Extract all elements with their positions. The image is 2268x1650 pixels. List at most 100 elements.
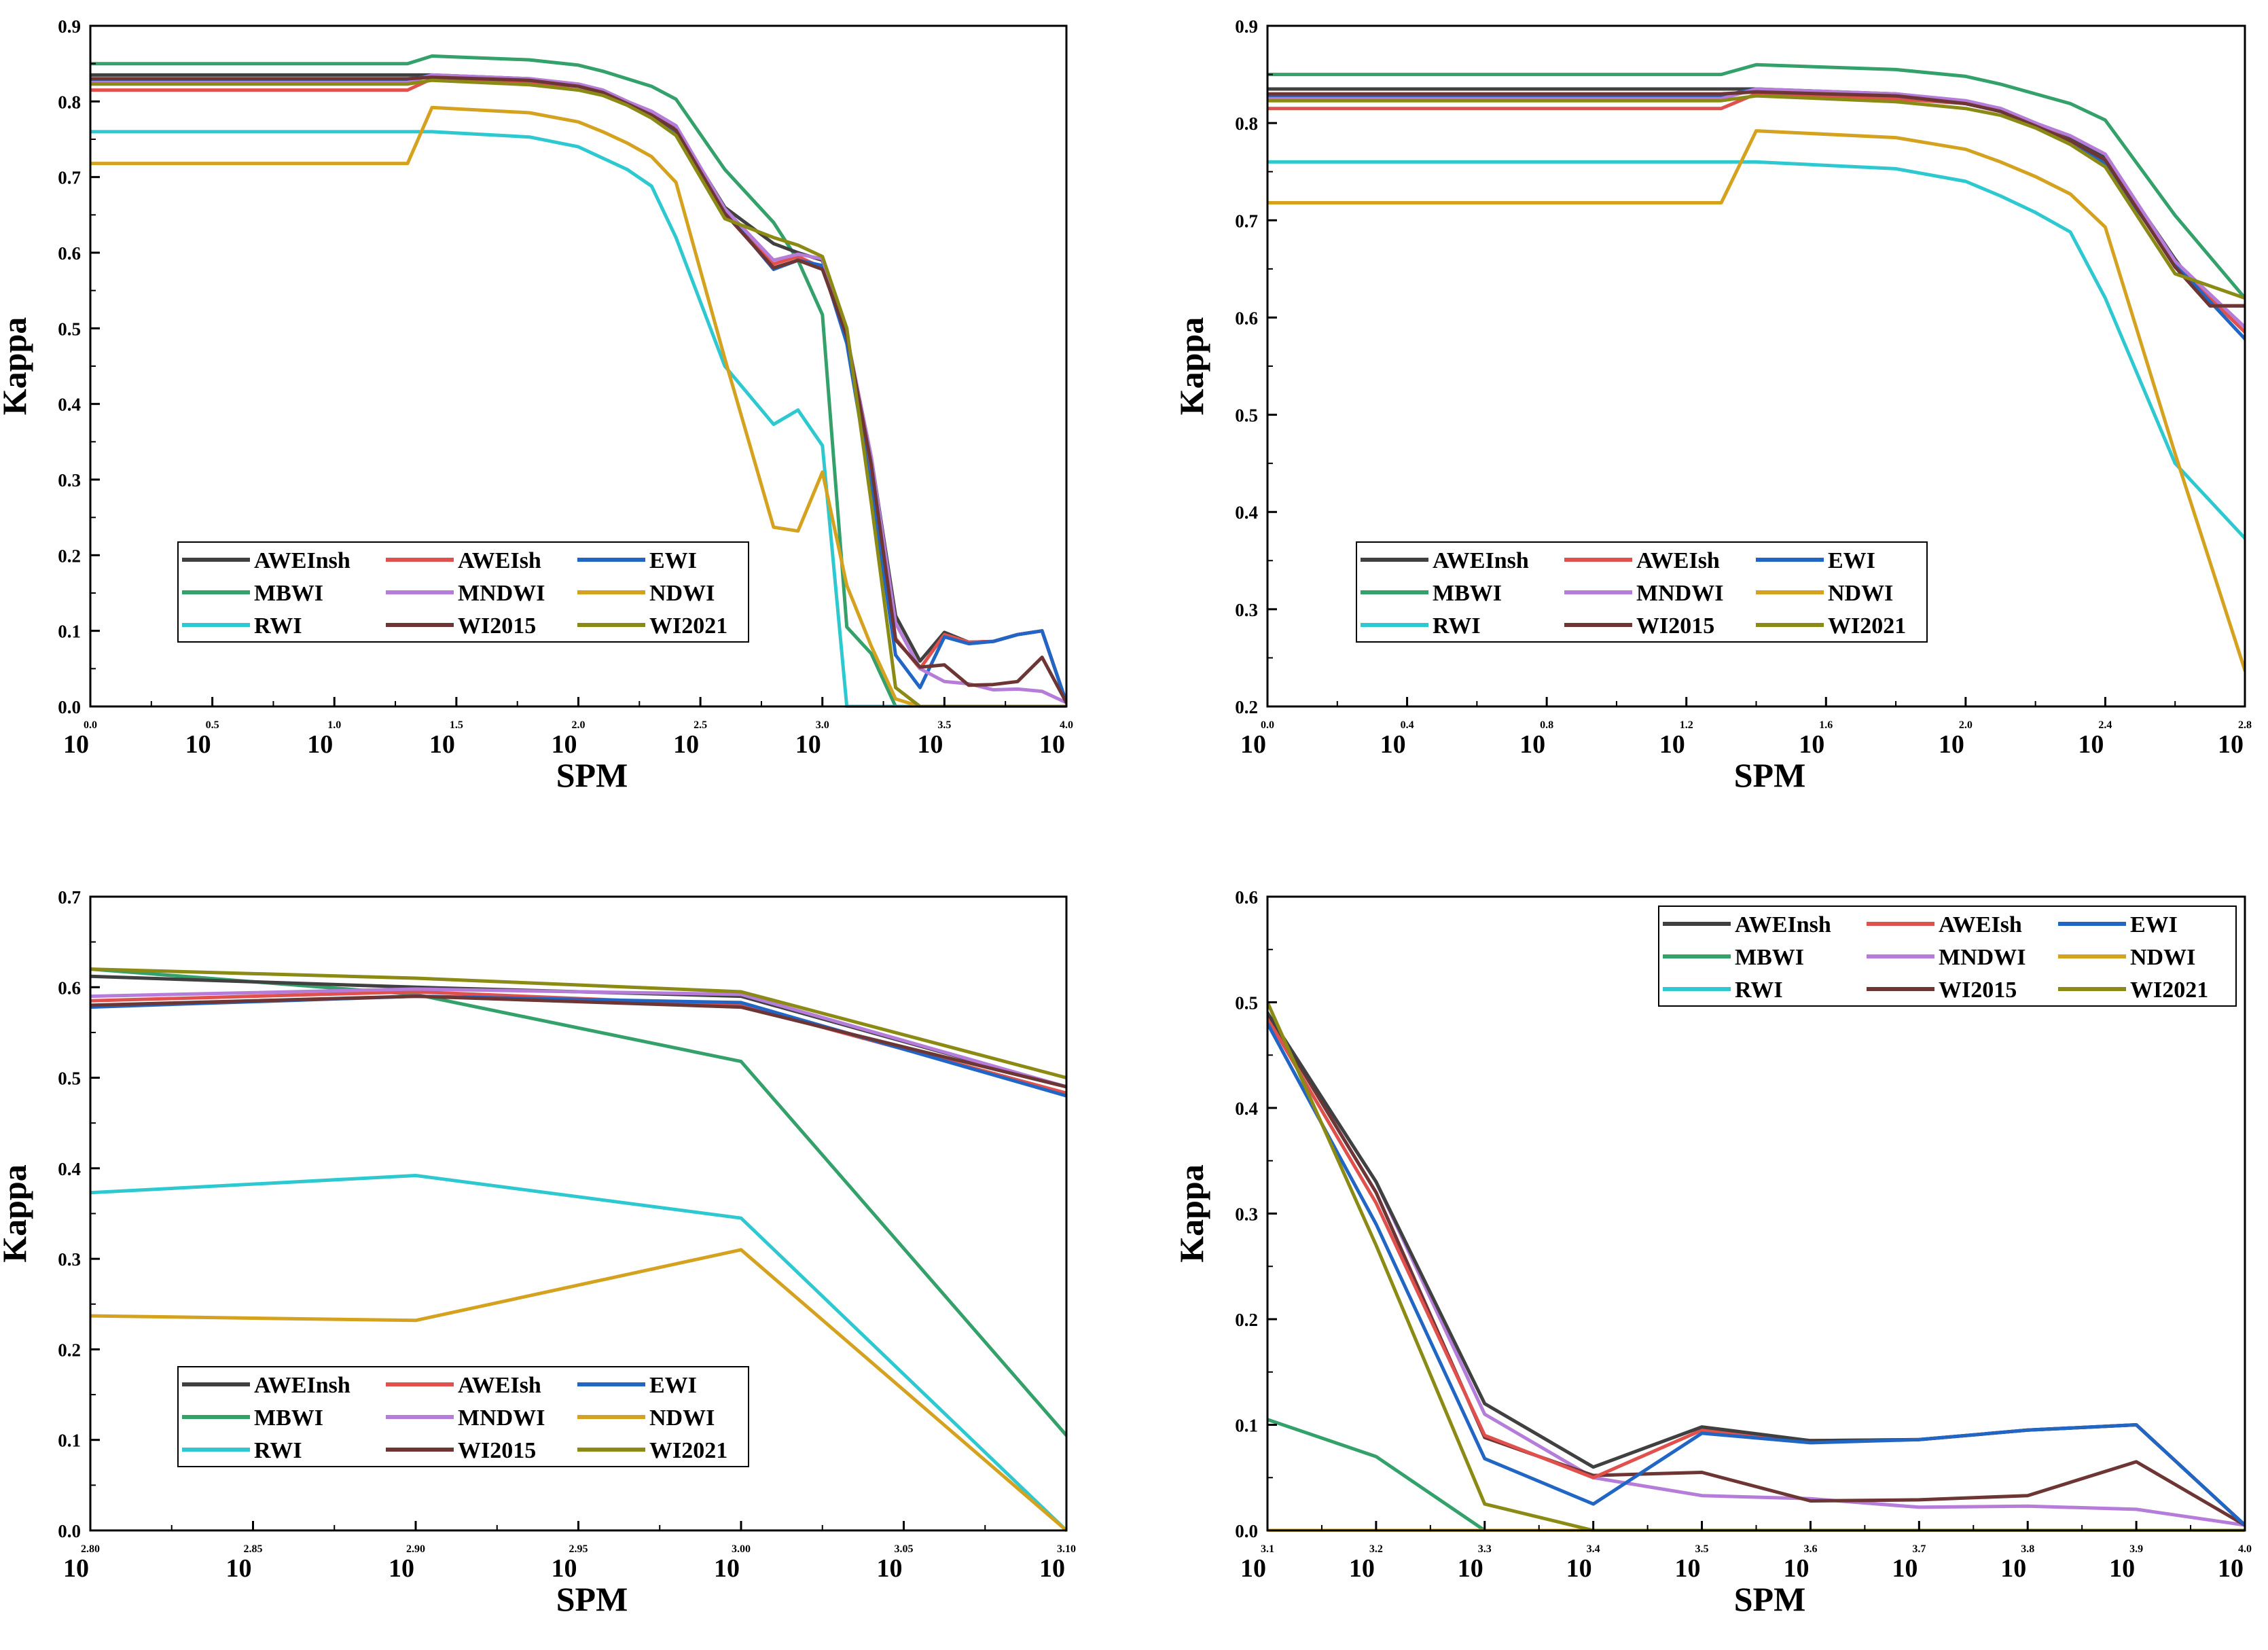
y-tick-label: 0.1 <box>1235 1416 1258 1436</box>
x-tick-base: 10 <box>1349 1554 1375 1583</box>
y-tick-label: 0.6 <box>1235 887 1258 908</box>
y-tick-label: 0.8 <box>1235 113 1258 134</box>
x-tick-label: 2.90 <box>406 1543 425 1555</box>
x-tick-label: 0.8 <box>1540 719 1553 731</box>
x-tick-base: 10 <box>2218 1554 2244 1583</box>
legend-box <box>1658 905 2237 1007</box>
legend-label-ewi: EWI <box>2130 912 2178 937</box>
x-tick-base: 10 <box>429 730 455 759</box>
legend: AWEInsh AWEIsh EWI MBWI MNDWI NDWI RWI WI2015 WI… <box>1658 905 2237 1007</box>
series-line-wi2015 <box>90 75 1066 704</box>
x-tick-label: 2.0 <box>1959 719 1973 731</box>
series-line-wi2021 <box>1267 94 2245 300</box>
legend-label-wi2015: WI2015 <box>1939 978 2017 1003</box>
legend-label-ewi: EWI <box>649 548 697 573</box>
x-tick-label: 3.0 <box>816 719 829 731</box>
legend-label-wi2021: WI2021 <box>649 613 727 639</box>
series-line-aweinsh <box>1267 87 2245 308</box>
legend-label-ndwi: NDWI <box>1828 581 1893 606</box>
x-tick-label: 3.5 <box>937 719 951 731</box>
series-line-mndwi <box>1267 1011 2245 1527</box>
legend-label-rwi: RWI <box>254 1438 302 1463</box>
y-tick-label: 0.0 <box>58 697 81 717</box>
legend-label-mbwi: MBWI <box>1735 945 1804 970</box>
y-tick-label: 0.0 <box>58 1521 81 1541</box>
legend-label-rwi: RWI <box>1433 613 1481 639</box>
x-tick-base: 10 <box>552 1554 577 1583</box>
series-line-ewi <box>1267 87 2245 341</box>
legend-label-wi2021: WI2021 <box>1828 613 1906 639</box>
series-line-rwi <box>90 1174 1066 1532</box>
y-tick-label: 0.4 <box>1235 503 1258 523</box>
y-tick-label: 0.1 <box>58 1431 81 1451</box>
series-line-wi2015 <box>1267 90 2245 308</box>
y-tick-label: 0.7 <box>1235 211 1258 231</box>
y-tick-label: 0.3 <box>58 1249 81 1270</box>
x-tick-label: 3.8 <box>2021 1543 2034 1555</box>
x-tick-base: 10 <box>2109 1554 2135 1583</box>
legend-label-aweish: AWEIsh <box>1636 548 1720 573</box>
y-tick-label: 0.2 <box>58 545 81 566</box>
x-tick-label: 3.5 <box>1695 1543 1709 1555</box>
series-line-wi2015 <box>90 994 1066 1089</box>
x-tick-base: 10 <box>226 1554 252 1583</box>
x-tick-label: 3.05 <box>895 1543 914 1555</box>
x-tick-label: 1.6 <box>1819 719 1833 731</box>
y-axis-title: Kappa <box>0 317 33 416</box>
x-tick-label: 2.85 <box>244 1543 263 1555</box>
x-tick-base: 10 <box>1939 730 1964 759</box>
x-tick-label: 3.3 <box>1478 1543 1492 1555</box>
series-group <box>90 54 1066 708</box>
x-tick-base: 10 <box>795 730 821 759</box>
legend-label-mndwi: MNDWI <box>458 581 545 606</box>
x-tick-base: 10 <box>877 1554 903 1583</box>
legend-label-ndwi: NDWI <box>649 1405 715 1431</box>
x-tick-label: 3.1 <box>1261 1543 1274 1555</box>
y-tick-label: 0.3 <box>1235 600 1258 620</box>
legend-label-aweinsh: AWEInsh <box>254 548 350 573</box>
x-tick-label: 2.95 <box>569 1543 588 1555</box>
x-axis-title: SPM <box>556 1580 628 1618</box>
x-tick-label: 0.4 <box>1401 719 1414 731</box>
x-tick-label: 3.00 <box>732 1543 751 1555</box>
legend-label-wi2021: WI2021 <box>649 1438 727 1463</box>
legend-label-ewi: EWI <box>1828 548 1875 573</box>
legend-label-ndwi: NDWI <box>649 581 715 606</box>
x-tick-base: 10 <box>552 730 577 759</box>
y-tick-label: 0.3 <box>1235 1204 1258 1225</box>
legend-label-ewi: EWI <box>649 1373 697 1398</box>
series-line-ndwi <box>1267 129 2245 672</box>
x-tick-label: 3.10 <box>1057 1543 1076 1555</box>
series-line-aweinsh <box>1267 1011 2245 1527</box>
series-group <box>1267 1001 2245 1532</box>
y-tick-label: 0.6 <box>58 978 81 998</box>
y-tick-label: 0.0 <box>1235 1521 1258 1541</box>
x-tick-base: 10 <box>1039 730 1065 759</box>
x-tick-base: 10 <box>1659 730 1685 759</box>
legend: AWEInsh AWEIsh EWI MBWI MNDWI NDWI RWI WI2015 WI… <box>1356 541 1928 643</box>
legend-label-aweish: AWEIsh <box>458 548 541 573</box>
x-tick-base: 10 <box>1039 1554 1065 1583</box>
x-axis-title: SPM <box>556 756 628 794</box>
y-tick-label: 0.7 <box>58 168 81 188</box>
x-tick-label: 3.4 <box>1587 1543 1600 1555</box>
y-axis-title: Kappa <box>1172 1164 1210 1263</box>
chart-panel-2: 0.20.30.40.50.60.70.80.9100.0100.4100.81… <box>1172 16 2252 794</box>
series-line-aweish <box>1267 1016 2245 1527</box>
legend-label-mbwi: MBWI <box>1433 581 1502 606</box>
x-tick-base: 10 <box>1240 730 1266 759</box>
legend-label-ndwi: NDWI <box>2130 945 2195 970</box>
legend-box <box>1356 541 1928 643</box>
y-tick-label: 0.6 <box>58 243 81 264</box>
legend: AWEInsh AWEIsh EWI MBWI MNDWI NDWI RWI WI2015 WI… <box>177 1366 749 1467</box>
y-tick-label: 0.4 <box>58 1159 81 1179</box>
legend-label-aweinsh: AWEInsh <box>1735 912 1831 937</box>
x-tick-label: 3.2 <box>1369 1543 1383 1555</box>
chart-panel-4: 0.00.10.20.30.40.50.6103.1103.2103.3103.… <box>1172 887 2252 1618</box>
legend-label-mbwi: MBWI <box>254 581 323 606</box>
x-tick-base: 10 <box>2078 730 2104 759</box>
x-tick-base: 10 <box>2218 730 2244 759</box>
series-line-wi2021 <box>90 967 1066 1080</box>
y-tick-label: 0.9 <box>58 16 81 37</box>
